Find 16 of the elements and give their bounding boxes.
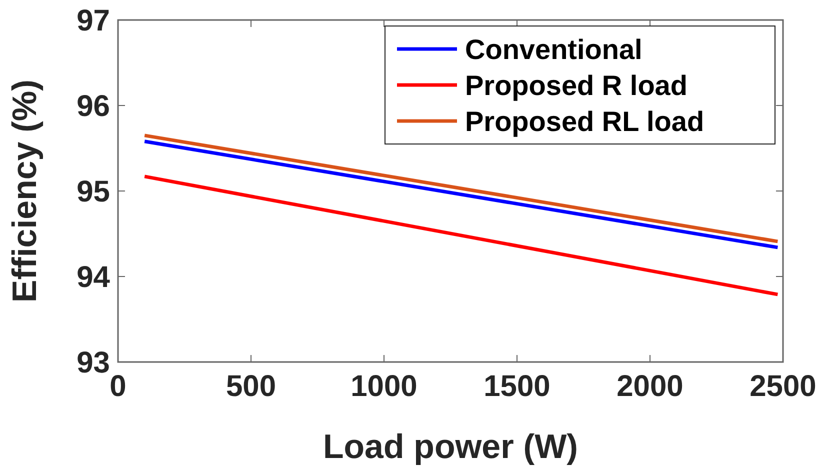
y-tick-label: 96 [76, 90, 110, 123]
x-tick-label: 0 [110, 370, 126, 403]
x-tick-label: 2500 [750, 370, 816, 403]
x-tick-label: 1000 [350, 370, 418, 403]
legend-label: Proposed RL load [465, 106, 704, 137]
y-tick-label: 97 [76, 4, 110, 38]
legend-label: Conventional [465, 34, 642, 65]
x-tick-label: 500 [226, 370, 276, 403]
y-tick-label: 95 [76, 176, 110, 208]
y-tick-label: 94 [76, 261, 110, 294]
x-axis-title: Load power (W) [323, 428, 578, 466]
y-tick-label: 93 [76, 346, 110, 380]
x-tick-label: 2000 [616, 370, 684, 403]
legend-label: Proposed R load [465, 70, 688, 101]
x-tick-label: 1500 [484, 370, 550, 403]
y-axis-title: Efficiency (%) [6, 80, 44, 302]
